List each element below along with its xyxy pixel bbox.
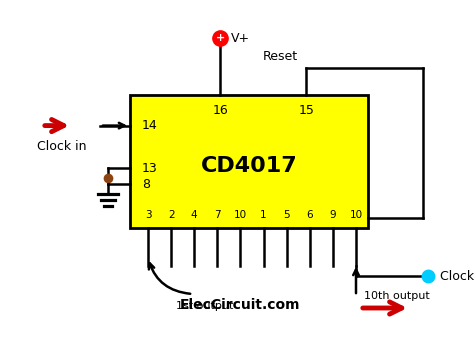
Text: Clock out: Clock out [440, 269, 474, 283]
Text: 9: 9 [329, 210, 336, 220]
Text: 10th output: 10th output [364, 291, 430, 301]
Text: +: + [216, 33, 225, 43]
Text: ElecCircuit.com: ElecCircuit.com [180, 298, 300, 312]
Text: 5: 5 [283, 210, 290, 220]
Text: 13: 13 [142, 162, 158, 175]
Text: CD4017: CD4017 [201, 157, 297, 177]
Text: 3: 3 [145, 210, 151, 220]
Text: 4: 4 [191, 210, 198, 220]
Text: 1: 1 [260, 210, 267, 220]
Text: V+: V+ [230, 31, 250, 45]
Text: 10: 10 [349, 210, 363, 220]
Text: 10: 10 [234, 210, 247, 220]
Text: 2: 2 [168, 210, 174, 220]
Text: 16: 16 [212, 105, 228, 118]
Text: 7: 7 [214, 210, 220, 220]
Text: 6: 6 [307, 210, 313, 220]
Text: Clock in: Clock in [37, 140, 87, 152]
Text: 15: 15 [298, 105, 314, 118]
Text: 1st output: 1st output [176, 301, 233, 311]
Text: 14: 14 [142, 119, 158, 132]
Text: Reset: Reset [263, 50, 298, 63]
Text: 8: 8 [142, 178, 150, 190]
Bar [130, 95, 368, 228]
